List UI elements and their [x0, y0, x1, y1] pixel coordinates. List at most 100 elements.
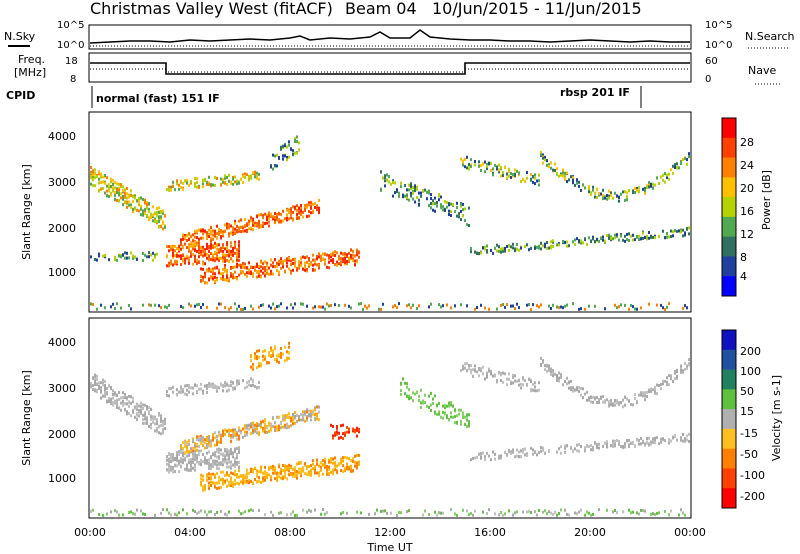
- echo-pixel: [92, 388, 94, 392]
- echo-pixel: [548, 246, 550, 250]
- echo-pixel: [228, 223, 230, 226]
- echo-pixel: [230, 436, 232, 440]
- echo-pixel: [240, 308, 242, 311]
- echo-pixel: [428, 394, 430, 398]
- echo-pixel: [256, 424, 258, 428]
- echo-pixel: [240, 271, 242, 275]
- echo-pixel: [214, 453, 216, 457]
- echo-pixel: [588, 398, 590, 402]
- echo-pixel: [478, 374, 480, 378]
- echo-pixel: [462, 364, 464, 368]
- echo-pixel: [254, 466, 256, 470]
- echo-pixel: [132, 410, 134, 414]
- echo-pixel: [206, 473, 208, 477]
- echo-pixel: [156, 211, 158, 214]
- echo-pixel: [642, 509, 644, 513]
- echo-pixel: [180, 460, 182, 464]
- echo-pixel: [430, 391, 432, 395]
- echo-pixel: [344, 254, 346, 258]
- echo-pixel: [248, 261, 250, 265]
- echo-pixel: [200, 437, 202, 441]
- echo-pixel: [614, 233, 616, 237]
- echo-pixel: [224, 247, 226, 251]
- echo-pixel: [274, 477, 276, 481]
- echo-pixel: [278, 156, 280, 159]
- echo-pixel: [200, 249, 202, 253]
- echo-pixel: [546, 246, 548, 250]
- echo-pixel: [250, 359, 252, 363]
- echo-pixel: [640, 306, 642, 310]
- echo-pixel: [592, 395, 594, 399]
- echo-pixel: [208, 481, 210, 485]
- echo-pixel: [122, 513, 124, 517]
- echo-pixel: [204, 281, 206, 285]
- echo-pixel: [298, 263, 300, 267]
- echo-pixel: [646, 237, 648, 241]
- echo-pixel: [196, 454, 198, 457]
- echo-pixel: [472, 456, 474, 460]
- echo-pixel: [282, 352, 284, 356]
- echo-pixel: [310, 262, 312, 266]
- echo-pixel: [522, 448, 524, 451]
- echo-pixel: [348, 430, 350, 434]
- echo-pixel: [90, 182, 92, 186]
- echo-pixel: [286, 513, 288, 517]
- echo-pixel: [258, 349, 260, 353]
- echo-pixel: [604, 399, 606, 403]
- echo-pixel: [184, 261, 186, 265]
- echo-pixel: [668, 383, 670, 387]
- echo-pixel: [548, 366, 550, 370]
- velocity-ytick-4000: 4000: [48, 336, 76, 349]
- echo-pixel: [280, 302, 282, 306]
- echo-pixel: [306, 255, 308, 259]
- echo-pixel: [506, 453, 508, 457]
- echo-pixel: [510, 172, 512, 176]
- echo-pixel: [206, 439, 208, 443]
- echo-pixel: [660, 383, 662, 387]
- echo-pixel: [218, 463, 220, 467]
- echo-pixel: [264, 472, 266, 476]
- echo-pixel: [212, 438, 214, 442]
- echo-pixel: [246, 468, 248, 472]
- echo-pixel: [684, 437, 686, 441]
- echo-pixel: [530, 173, 532, 176]
- echo-pixel: [580, 241, 582, 245]
- echo-pixel: [226, 484, 228, 488]
- echo-pixel: [408, 397, 410, 401]
- echo-pixel: [176, 247, 178, 250]
- echo-pixel: [146, 206, 148, 210]
- echo-pixel: [442, 304, 444, 308]
- echo-pixel: [600, 237, 602, 241]
- echo-pixel: [312, 467, 314, 471]
- echo-pixel: [454, 304, 456, 308]
- echo-pixel: [238, 426, 240, 430]
- echo-pixel: [232, 266, 234, 270]
- echo-pixel: [594, 240, 596, 243]
- echo-pixel: [660, 175, 662, 179]
- echo-pixel: [236, 383, 238, 387]
- echo-pixel: [648, 436, 650, 440]
- echo-pixel: [504, 246, 506, 250]
- echo-pixel: [342, 459, 344, 463]
- echo-pixel: [682, 439, 684, 443]
- echo-pixel: [112, 392, 114, 396]
- echo-pixel: [118, 254, 120, 258]
- echo-pixel: [110, 180, 112, 184]
- echo-pixel: [242, 229, 244, 233]
- echo-pixel: [192, 437, 194, 441]
- echo-pixel: [212, 433, 214, 437]
- echo-pixel: [160, 424, 162, 427]
- echo-pixel: [460, 204, 462, 208]
- echo-pixel: [212, 255, 214, 259]
- echo-pixel: [502, 380, 504, 384]
- echo-pixel: [158, 225, 160, 229]
- echo-pixel: [226, 465, 228, 469]
- echo-pixel: [670, 377, 672, 380]
- echo-pixel: [352, 427, 354, 431]
- echo-pixel: [104, 394, 106, 398]
- echo-pixel: [430, 403, 432, 407]
- echo-pixel: [448, 213, 450, 216]
- echo-pixel: [394, 191, 396, 195]
- echo-pixel: [576, 386, 578, 390]
- echo-pixel: [606, 442, 608, 446]
